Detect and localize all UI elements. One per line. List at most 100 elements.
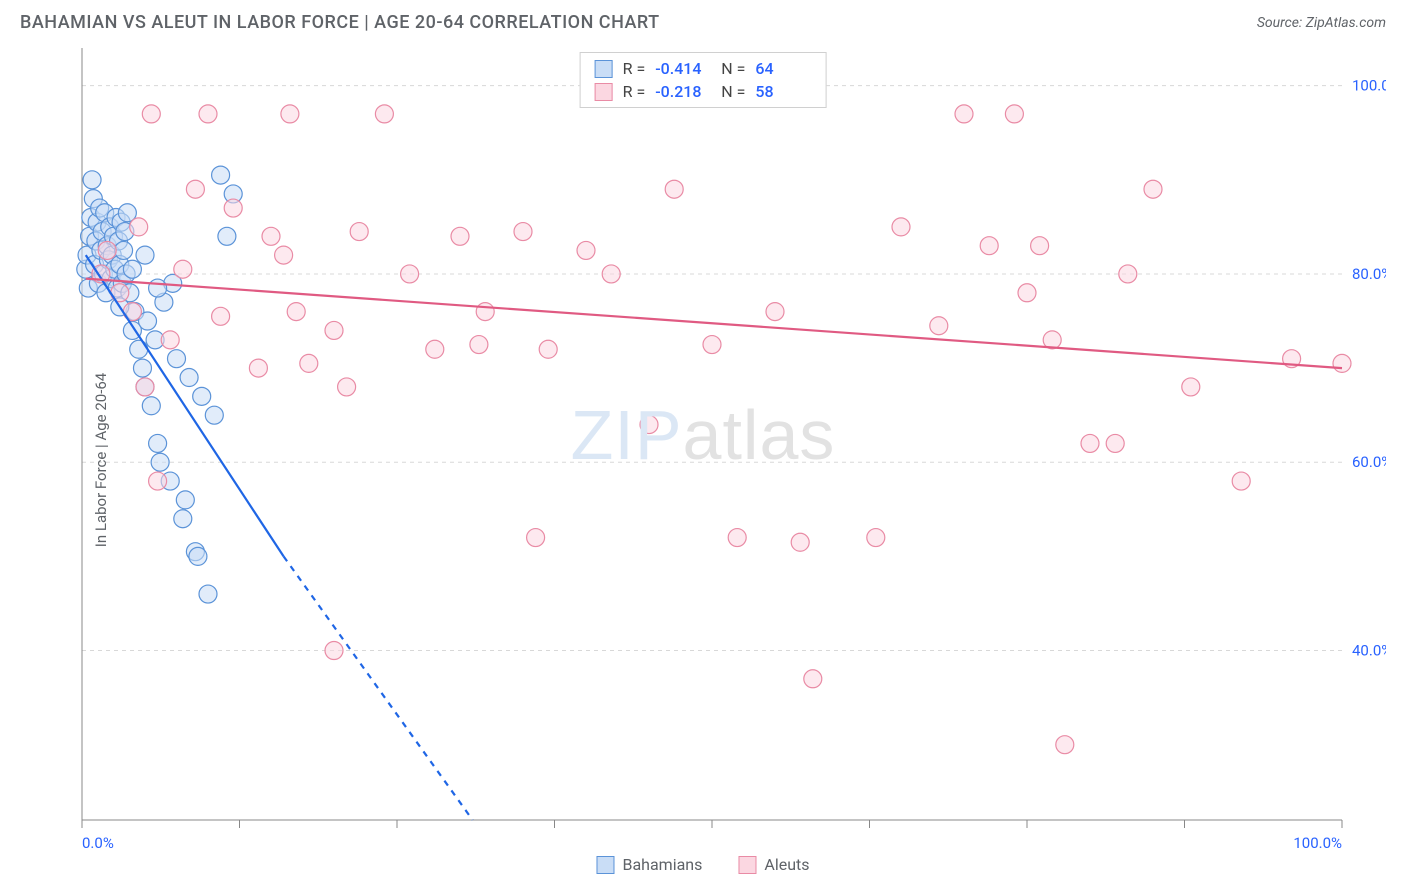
y-tick-label: 80.0% — [1352, 265, 1386, 283]
data-point — [325, 642, 343, 660]
data-point — [176, 491, 194, 509]
data-point — [151, 453, 169, 471]
data-point — [249, 359, 267, 377]
data-point — [199, 105, 217, 123]
series-legend: Bahamians Aleuts — [596, 855, 809, 874]
data-point — [193, 387, 211, 405]
data-point — [602, 265, 620, 283]
data-point — [426, 340, 444, 358]
data-point — [1018, 284, 1036, 302]
legend-swatch — [595, 83, 613, 101]
data-point — [174, 260, 192, 278]
data-point — [867, 529, 885, 547]
data-point — [1081, 434, 1099, 452]
data-point — [1031, 237, 1049, 255]
chart-title: BAHAMIAN VS ALEUT IN LABOR FORCE | AGE 2… — [20, 12, 660, 33]
chart-container: In Labor Force | Age 20-64 ZIPatlas 40.0… — [20, 48, 1386, 872]
data-point — [766, 303, 784, 321]
x-tick-label: 0.0% — [82, 834, 114, 852]
data-point — [133, 359, 151, 377]
data-point — [1182, 378, 1200, 396]
data-point — [149, 472, 167, 490]
data-point — [577, 241, 595, 259]
data-point — [930, 317, 948, 335]
data-point — [275, 246, 293, 264]
r-label: R = — [623, 82, 646, 101]
data-point — [980, 237, 998, 255]
data-point — [527, 529, 545, 547]
y-axis-label: In Labor Force | Age 20-64 — [92, 373, 110, 547]
correlation-legend: R =-0.414N =64R =-0.218N =58 — [580, 52, 827, 108]
data-point — [640, 416, 658, 434]
data-point — [168, 350, 186, 368]
data-point — [218, 227, 236, 245]
data-point — [1106, 434, 1124, 452]
data-point — [791, 533, 809, 551]
data-point — [1232, 472, 1250, 490]
scatter-chart: 40.0%60.0%80.0%100.0%0.0%100.0% — [20, 48, 1386, 872]
data-point — [514, 223, 532, 241]
data-point — [728, 529, 746, 547]
data-point — [186, 180, 204, 198]
data-point — [142, 105, 160, 123]
data-point — [174, 510, 192, 528]
x-tick-label: 100.0% — [1293, 834, 1342, 852]
data-point — [375, 105, 393, 123]
n-value: 58 — [755, 82, 811, 101]
data-point — [338, 378, 356, 396]
data-point — [350, 223, 368, 241]
data-point — [123, 260, 141, 278]
data-point — [1056, 736, 1074, 754]
source-label: Source: ZipAtlas.com — [1257, 15, 1386, 31]
y-tick-label: 100.0% — [1352, 77, 1386, 95]
data-point — [262, 227, 280, 245]
legend-stats-row: R = -0.218 N = 58 — [581, 80, 826, 103]
data-point — [287, 303, 305, 321]
data-point — [224, 199, 242, 217]
data-point — [149, 434, 167, 452]
data-point — [955, 105, 973, 123]
data-point — [205, 406, 223, 424]
n-label: N = — [721, 82, 745, 101]
data-point — [115, 241, 133, 259]
data-point — [476, 303, 494, 321]
r-value: -0.218 — [655, 82, 711, 101]
r-label: R = — [623, 59, 646, 78]
legend-label: Bahamians — [622, 855, 702, 874]
trend-line-extrapolated — [284, 556, 473, 820]
legend-swatch — [595, 60, 613, 78]
data-point — [539, 340, 557, 358]
data-point — [1119, 265, 1137, 283]
data-point — [98, 241, 116, 259]
legend-item: Aleuts — [738, 855, 809, 874]
data-point — [142, 397, 160, 415]
legend-item: Bahamians — [596, 855, 702, 874]
data-point — [130, 218, 148, 236]
data-point — [180, 369, 198, 387]
data-point — [83, 171, 101, 189]
data-point — [1005, 105, 1023, 123]
data-point — [665, 180, 683, 198]
legend-swatch — [596, 856, 614, 874]
data-point — [136, 246, 154, 264]
data-point — [451, 227, 469, 245]
data-point — [189, 547, 207, 565]
data-point — [1333, 354, 1351, 372]
data-point — [199, 585, 217, 603]
data-point — [804, 670, 822, 688]
data-point — [703, 336, 721, 354]
legend-stats-row: R =-0.414N =64 — [581, 57, 826, 80]
data-point — [161, 331, 179, 349]
data-point — [149, 279, 167, 297]
data-point — [212, 166, 230, 184]
legend-swatch — [738, 856, 756, 874]
data-point — [212, 307, 230, 325]
y-tick-label: 40.0% — [1352, 642, 1386, 660]
data-point — [300, 354, 318, 372]
data-point — [130, 340, 148, 358]
data-point — [892, 218, 910, 236]
data-point — [401, 265, 419, 283]
data-point — [281, 105, 299, 123]
data-point — [136, 378, 154, 396]
legend-label: Aleuts — [764, 855, 809, 874]
